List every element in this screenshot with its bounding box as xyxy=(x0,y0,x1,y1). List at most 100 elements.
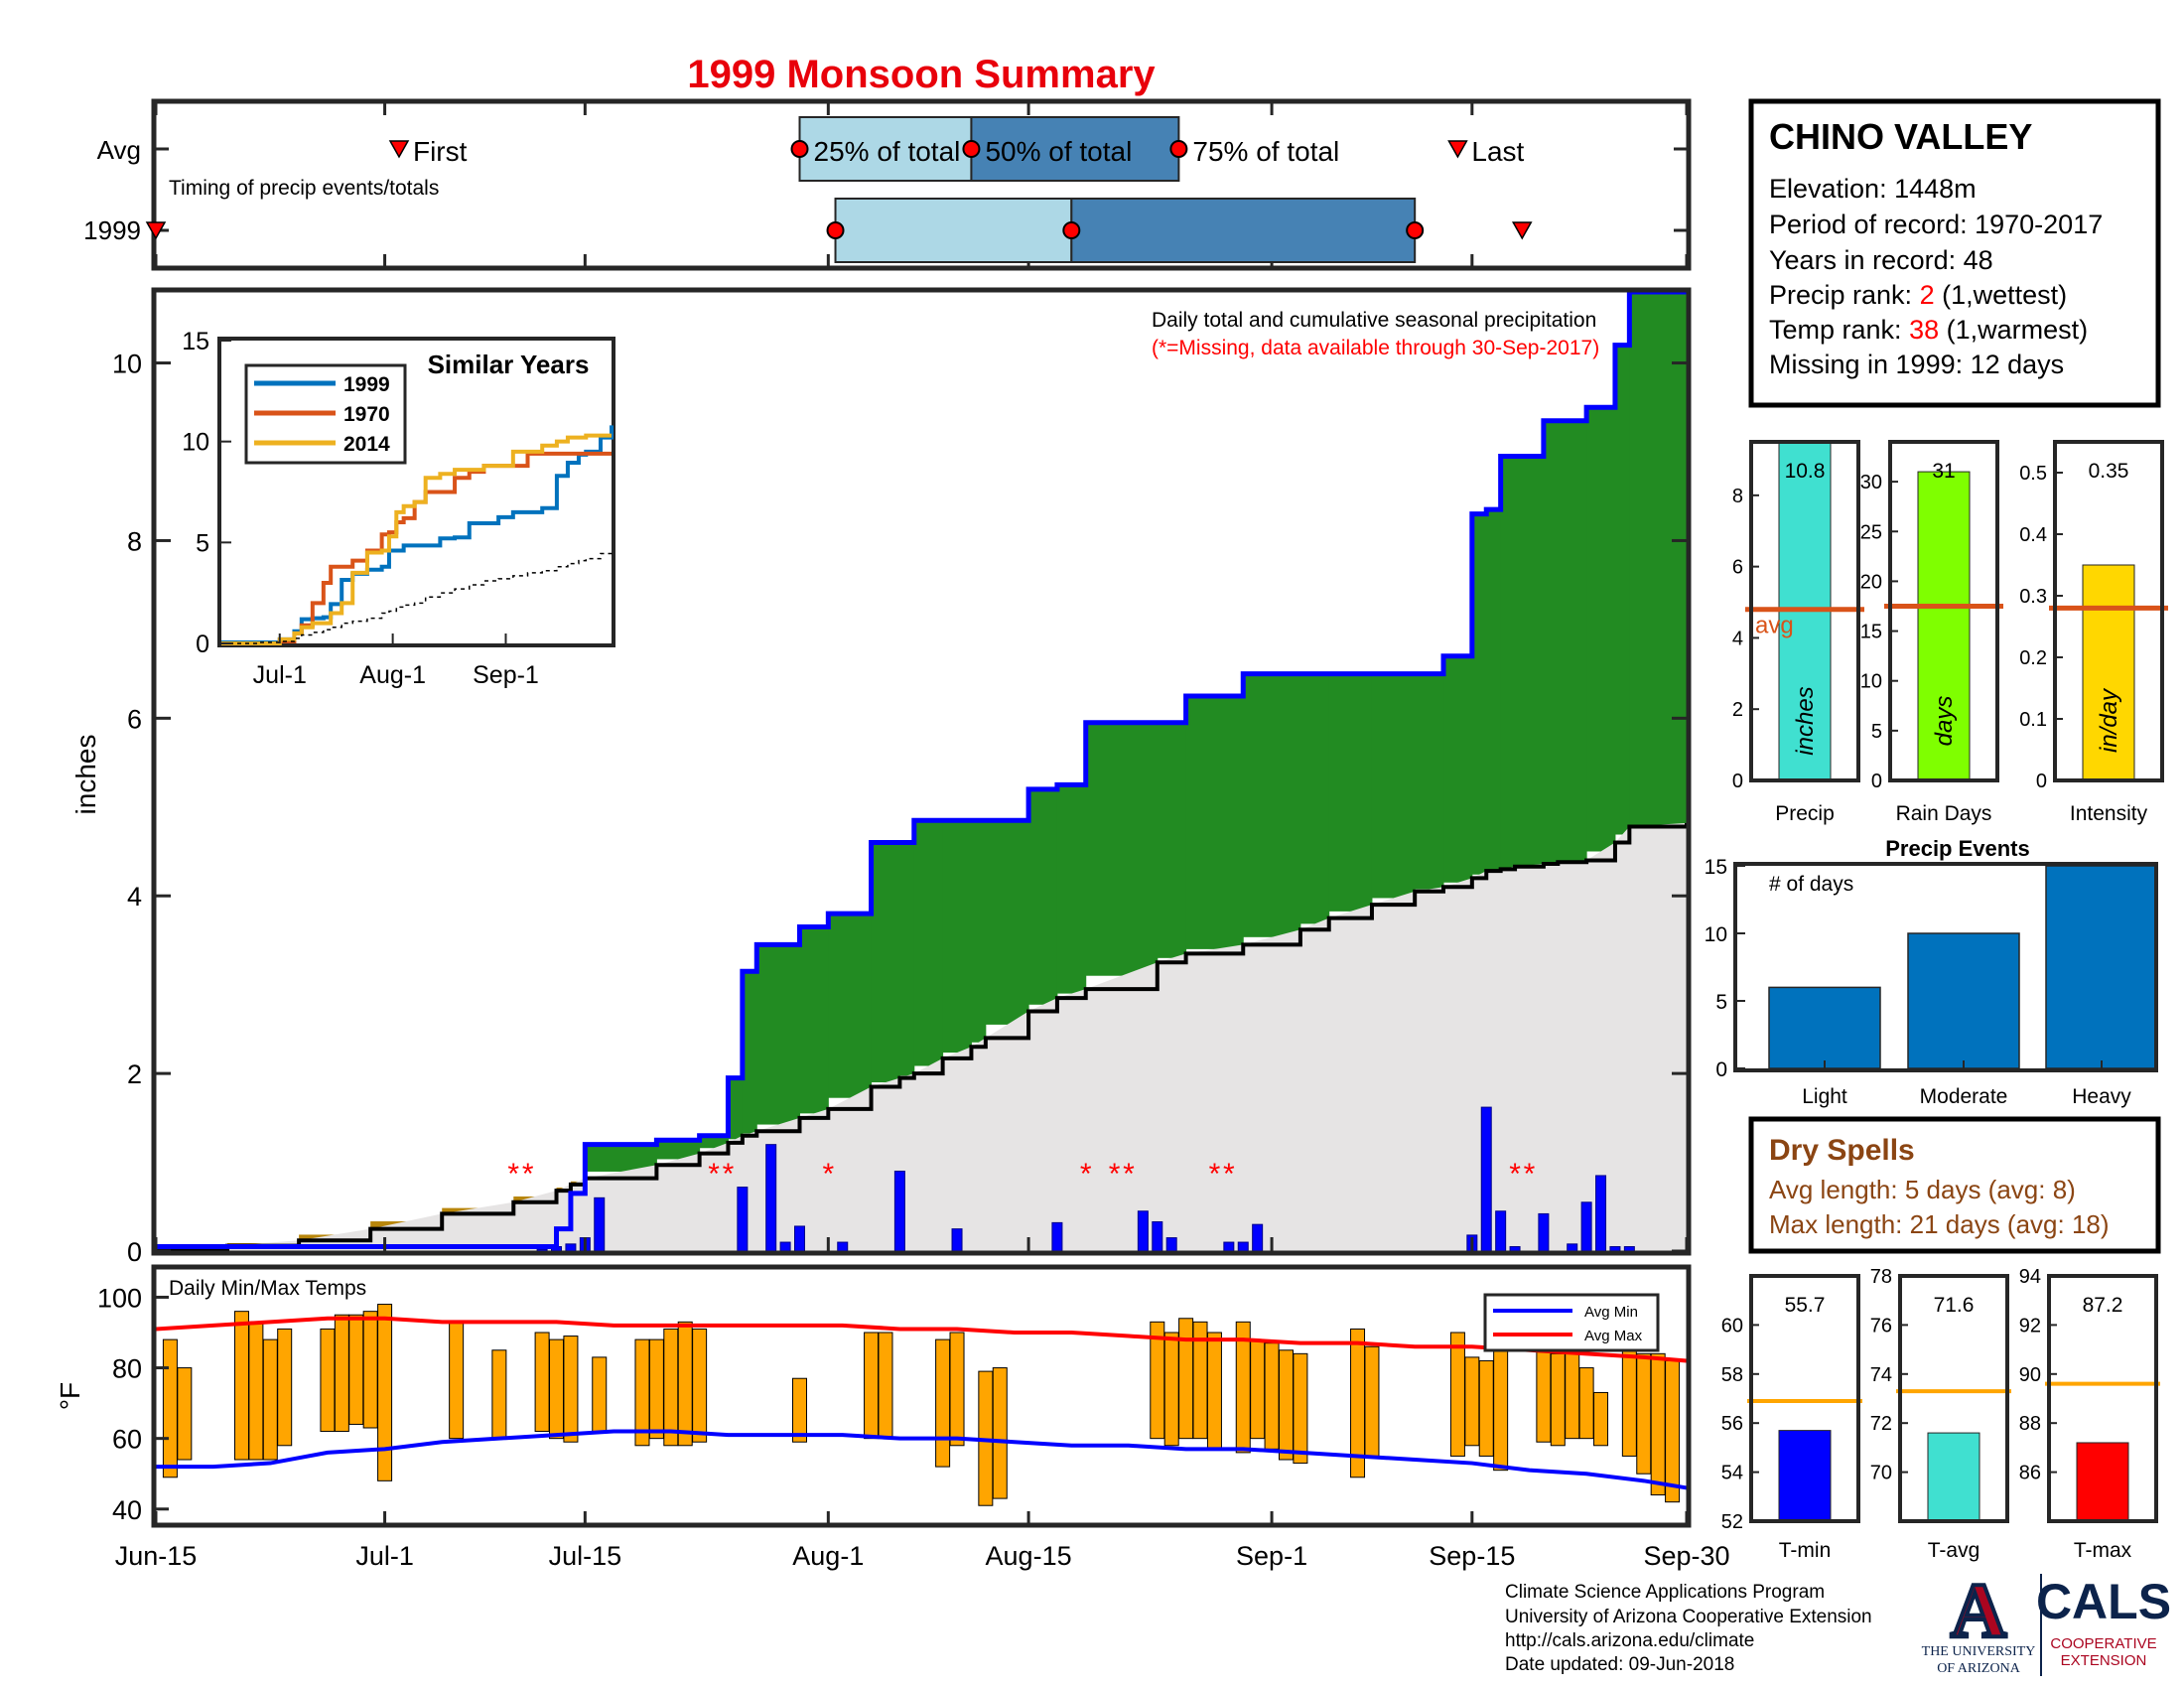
precip-events-plot: Light Moderate Heavy 0 5 10 15 xyxy=(1705,856,2158,1108)
inset-x-tick-label: Sep-1 xyxy=(473,661,539,689)
timing-avg-q2-box xyxy=(970,116,1180,182)
above-average-fill xyxy=(985,820,1029,1025)
daily-temp-range-bar xyxy=(949,1332,965,1447)
daily-precip-bar xyxy=(1567,1243,1578,1252)
t-min-y-tick-label: 58 xyxy=(1721,1364,1743,1386)
main-y-label: inches xyxy=(70,735,101,815)
dry-spells-avg: Avg length: 5 days (avg: 8) xyxy=(1769,1175,2076,1204)
daily-temp-range-bar xyxy=(792,1377,808,1443)
daily-precip-bar xyxy=(565,1243,577,1252)
daily-precip-bar xyxy=(1595,1175,1607,1252)
daily-precip-bar xyxy=(1252,1223,1264,1252)
precip-y-tick-label: 8 xyxy=(1732,486,1743,507)
daily-precip-bar xyxy=(1152,1220,1163,1252)
date-axis-label: Sep-1 xyxy=(1236,1541,1307,1571)
temp-frame xyxy=(151,1264,1692,1528)
temperature-chart: 40 60 80 100 Daily Min/Max Temps °F Avg Min… xyxy=(55,1264,1692,1528)
main-y-tick-label: 4 xyxy=(127,882,142,912)
daily-temp-range-bar xyxy=(1621,1345,1637,1457)
timing-avg-q50-dot xyxy=(962,140,981,158)
inset-title: Similar Years xyxy=(428,350,590,379)
temp-y-tick-label: 80 xyxy=(112,1354,142,1384)
precip-y-tick-label: 2 xyxy=(1732,699,1743,721)
daily-temp-range-bar xyxy=(648,1338,664,1440)
precip-events-bar-moderate xyxy=(1907,932,2020,1069)
timing-year-first-triangle-icon xyxy=(145,221,167,240)
missing-day-marker: * xyxy=(522,1158,534,1191)
footer-credits: Climate Science Applications Program Uni… xyxy=(1505,1582,1872,1675)
footer-line-3: http://cals.arizona.edu/climate xyxy=(1505,1630,1754,1651)
main-y-tick-label: 0 xyxy=(127,1237,142,1267)
daily-temp-range-bar xyxy=(1293,1352,1308,1465)
timing-row-avg-label: Avg xyxy=(97,135,141,165)
daily-precip-bar xyxy=(1495,1210,1507,1252)
t-max-y-tick-label: 86 xyxy=(2019,1463,2041,1484)
main-y-tick-label: 10 xyxy=(112,350,142,379)
above-average-fill xyxy=(1328,673,1373,912)
daily-temp-range-bar xyxy=(563,1336,579,1443)
above-average-fill xyxy=(1543,420,1559,864)
station-period: Period of record: 1970-2017 xyxy=(1769,210,2103,239)
daily-temp-range-bar xyxy=(491,1349,507,1440)
daily-temp-range-bar xyxy=(1493,1338,1509,1472)
timing-first-label: First xyxy=(413,136,468,167)
daily-precip-bar xyxy=(1580,1201,1592,1252)
t-avg-label: T-avg xyxy=(1928,1539,1980,1562)
legend-label-2014: 2014 xyxy=(343,433,390,456)
precip-events-frame xyxy=(1733,862,2158,1072)
daily-temp-range-bar xyxy=(1206,1332,1222,1450)
above-average-fill xyxy=(871,842,900,1083)
above-average-fill xyxy=(742,971,757,1134)
daily-temp-range-bar xyxy=(935,1338,951,1468)
daily-temp-range-bar xyxy=(377,1304,393,1481)
daily-temp-range-bar xyxy=(663,1328,679,1447)
intensity-y-tick-label: 0 xyxy=(2036,771,2047,792)
inset-x-tick-label: Jul-1 xyxy=(253,661,307,689)
temp-y-tick-label: 100 xyxy=(97,1283,142,1313)
intensity-y-tick-label: 0.1 xyxy=(2019,709,2047,731)
temp-y-tick-label: 60 xyxy=(112,1425,142,1455)
cals-wordmark: CALS xyxy=(2036,1574,2171,1629)
temp-legend: Avg Min Avg Max xyxy=(1483,1293,1660,1352)
missing-day-marker: * xyxy=(723,1158,735,1191)
legend-label-avg-max: Avg Max xyxy=(1584,1328,1643,1344)
daily-temp-range-bar xyxy=(992,1367,1008,1499)
footer-line-4: Date updated: 09-Jun-2018 xyxy=(1505,1654,1734,1675)
daily-temp-range-bar xyxy=(534,1332,550,1433)
t-min-y-tick-label: 60 xyxy=(1721,1315,1743,1336)
precip-events-category-label: Light xyxy=(1802,1085,1847,1108)
similar-years-plot: 0 5 10 15 Jul-1 Aug-1 Sep-1 xyxy=(182,328,614,689)
timing-bars: First 25% of total 50% of total 75% of tota… xyxy=(145,103,1689,266)
timing-q25-label: 25% of total xyxy=(814,136,961,167)
daily-temp-range-bar xyxy=(677,1321,693,1447)
daily-precip-bar xyxy=(737,1187,749,1252)
above-average-fill xyxy=(1471,513,1487,875)
intensity-y-tick-label: 0.4 xyxy=(2019,524,2047,546)
precip-y-tick-label: 4 xyxy=(1732,628,1743,649)
daily-temp-range-bar xyxy=(1449,1332,1465,1457)
rain-days-y-tick-label: 0 xyxy=(1871,771,1882,792)
precip-events-y-tick-label: 0 xyxy=(1715,1058,1727,1081)
missing-day-marker: * xyxy=(507,1158,519,1191)
temp-y-tick-label: 40 xyxy=(112,1495,142,1525)
daily-precip-bar xyxy=(951,1228,963,1252)
timing-year-q1-box xyxy=(834,198,1073,263)
above-average-fill xyxy=(1500,456,1516,869)
temp-plot-background xyxy=(156,1269,1687,1523)
station-precip-rank: Precip rank: 2 (1,wettest) xyxy=(1769,280,2067,310)
intensity-value: 0.35 xyxy=(2089,460,2129,483)
temperature-plot: 40 60 80 100 xyxy=(97,1269,1689,1525)
station-temp-rank: Temp rank: 38 (1,warmest) xyxy=(1769,315,2088,345)
missing-day-marker: * xyxy=(1223,1158,1235,1191)
above-average-fill xyxy=(1157,722,1187,958)
missing-day-marker: * xyxy=(1080,1158,1092,1191)
inset-y-tick-label: 5 xyxy=(196,529,209,557)
inset-legend: 1999 1970 2014 xyxy=(244,363,407,465)
precip-events-bar-heavy xyxy=(2045,865,2158,1069)
dry-spells-title: Dry Spells xyxy=(1769,1134,1915,1167)
above-average-fill xyxy=(1486,509,1502,871)
ua-name-line-2: OF ARIZONA xyxy=(1937,1661,2021,1676)
